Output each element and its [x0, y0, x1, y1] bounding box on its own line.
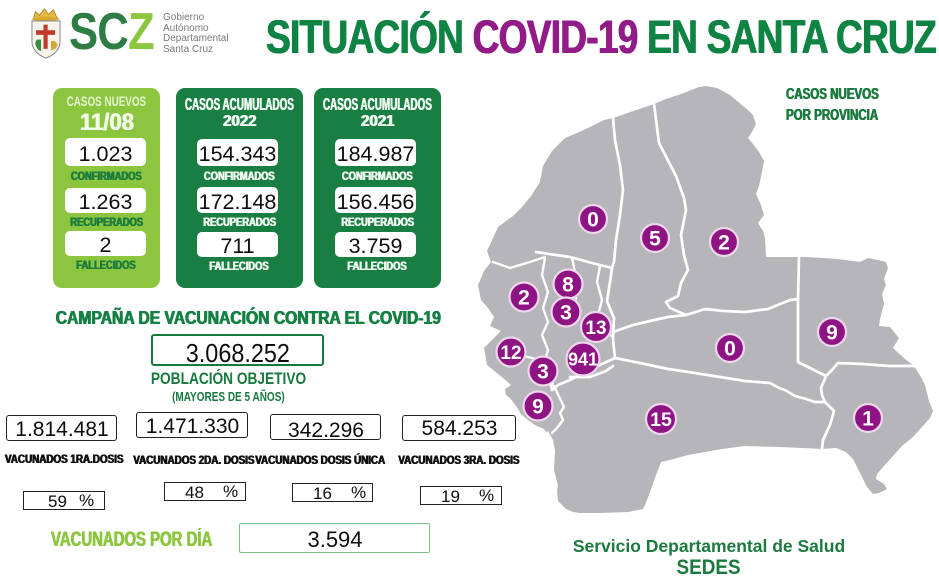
- svg-text:15: 15: [650, 409, 672, 431]
- svg-text:13: 13: [585, 318, 606, 339]
- svg-text:3: 3: [537, 361, 549, 384]
- svg-text:3: 3: [560, 302, 572, 325]
- svg-text:2: 2: [718, 232, 730, 255]
- svg-text:0: 0: [724, 338, 736, 361]
- svg-text:2: 2: [518, 287, 530, 310]
- svg-text:9: 9: [532, 396, 544, 419]
- svg-text:12: 12: [500, 343, 521, 364]
- svg-text:1: 1: [862, 408, 874, 431]
- svg-text:941: 941: [568, 350, 598, 370]
- svg-text:8: 8: [562, 274, 574, 297]
- svg-text:0: 0: [587, 209, 599, 232]
- svg-text:5: 5: [649, 228, 661, 251]
- svg-text:9: 9: [826, 322, 838, 345]
